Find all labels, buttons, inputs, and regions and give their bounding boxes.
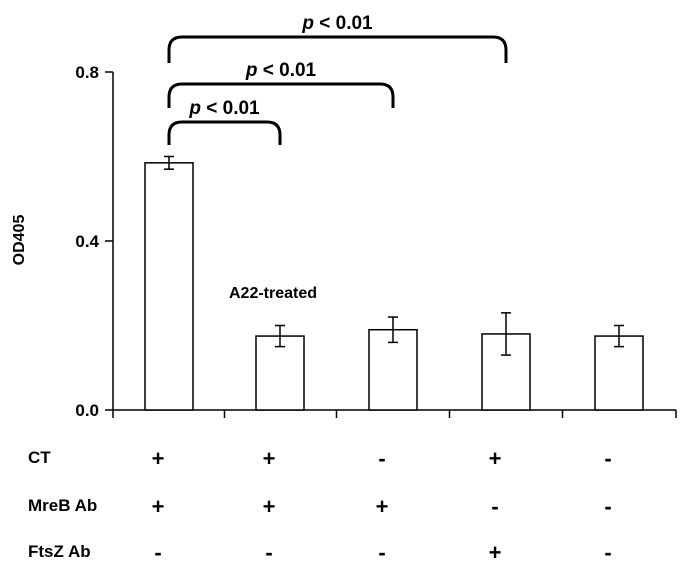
condition-sign: - bbox=[378, 446, 385, 471]
error-bars bbox=[164, 155, 624, 356]
bar bbox=[144, 162, 194, 411]
significance-bracket bbox=[167, 35, 508, 63]
condition-sign: + bbox=[152, 494, 165, 519]
y-tick-label: 0.8 bbox=[75, 63, 99, 82]
bar bbox=[255, 335, 305, 411]
significance-bracket bbox=[167, 82, 395, 108]
p-value-label: p < 0.01 bbox=[245, 60, 317, 81]
condition-sign: - bbox=[604, 494, 611, 519]
y-tick-label: 0.4 bbox=[75, 232, 99, 251]
condition-sign: - bbox=[604, 446, 611, 471]
y-tick-label: 0.0 bbox=[75, 401, 99, 420]
condition-label: FtsZ Ab bbox=[28, 542, 91, 561]
condition-sign: - bbox=[378, 540, 385, 565]
p-value-label: p < 0.01 bbox=[188, 98, 260, 119]
y-axis-label: OD405 bbox=[11, 215, 28, 266]
bar bbox=[594, 335, 644, 411]
p-value-label: p < 0.01 bbox=[301, 13, 373, 34]
condition-sign: + bbox=[263, 494, 276, 519]
annotation-label: A22-treated bbox=[229, 285, 317, 302]
condition-label: MreB Ab bbox=[28, 496, 97, 515]
significance-brackets: p < 0.01 p < 0.01 p < 0.01 bbox=[167, 13, 508, 145]
condition-sign: - bbox=[154, 540, 161, 565]
bars bbox=[144, 162, 644, 411]
axes: 0.0 0.4 0.8 bbox=[75, 63, 677, 420]
condition-sign: - bbox=[491, 494, 498, 519]
condition-sign: + bbox=[376, 494, 389, 519]
condition-table: CT + + - + - MreB Ab + + + - - FtsZ Ab - - - + - bbox=[28, 446, 612, 565]
bar bbox=[481, 333, 531, 411]
condition-sign: + bbox=[489, 446, 502, 471]
significance-bracket bbox=[167, 120, 282, 145]
condition-sign: - bbox=[265, 540, 272, 565]
condition-sign: + bbox=[263, 446, 276, 471]
condition-sign: - bbox=[604, 540, 611, 565]
condition-label: CT bbox=[28, 448, 51, 467]
condition-sign: + bbox=[152, 446, 165, 471]
condition-sign: + bbox=[489, 540, 502, 565]
